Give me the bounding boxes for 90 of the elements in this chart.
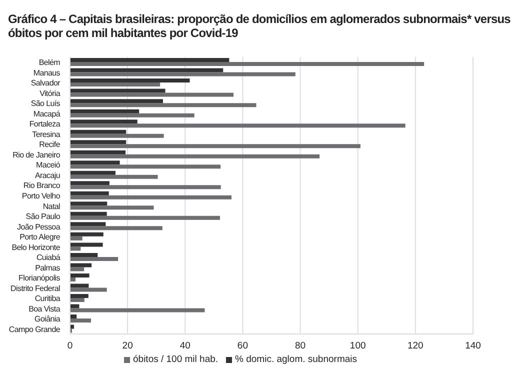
y-tick-label: Manaus (33, 68, 60, 78)
bar (70, 232, 104, 236)
y-tick-label: Salvador (30, 78, 61, 88)
bar (70, 154, 320, 158)
bar (70, 113, 194, 118)
bar (70, 78, 190, 83)
bar (70, 150, 126, 154)
bar (70, 273, 90, 278)
bar (70, 92, 234, 97)
y-tick-label: Belém (38, 58, 61, 68)
bar (70, 72, 296, 76)
bar (70, 58, 230, 62)
bar (70, 140, 126, 144)
bar (70, 263, 92, 268)
y-tick-label: Curitiba (34, 294, 61, 304)
y-tick-label: Natal (42, 202, 61, 211)
y-tick-label: Aracaju (34, 170, 60, 180)
x-tick-label: 0 (67, 340, 73, 352)
y-tick-label: Rio Branco (23, 181, 61, 190)
bar (70, 164, 221, 169)
y-tick-label: Cuiabá (36, 253, 61, 262)
bar (70, 294, 88, 298)
bar (70, 277, 76, 282)
y-tick-label: Distrito Federal (10, 284, 61, 293)
chart-title: Gráfico 4 – Capitais brasileiras: proporção de domicílios em aglomerados subnormais* versus óbitos por cem mil habitantes por Covid-19 (8, 12, 512, 42)
bar (70, 109, 140, 114)
x-tick-label: 80 (294, 340, 306, 352)
bar (70, 160, 120, 165)
bar (70, 191, 109, 196)
legend-label: óbitos / 100 mil hab. (132, 354, 218, 365)
y-tick-label: São Luís (30, 99, 60, 108)
x-tick-label: 20 (122, 340, 133, 352)
bar (70, 288, 107, 292)
bar (70, 256, 118, 261)
x-tick-label: 100 (350, 340, 366, 352)
y-tick-label: Belo Horizonte (12, 242, 61, 252)
y-tick-label: Boa Vista (28, 304, 61, 314)
y-tick-label: Palmas (35, 263, 60, 272)
bar (70, 252, 98, 257)
bar (70, 124, 406, 128)
y-tick-label: Vitória (40, 88, 61, 98)
bar (70, 99, 163, 104)
bar (70, 68, 224, 72)
bar (70, 267, 84, 272)
bar (70, 236, 82, 240)
y-tick-label: Florianópolis (18, 274, 60, 283)
bar (70, 284, 89, 288)
bar (70, 82, 160, 87)
y-tick-label: Porto Velho (22, 192, 61, 200)
bar (70, 242, 103, 247)
bar (70, 318, 92, 323)
bar (70, 134, 164, 138)
bar (70, 212, 107, 216)
bar (70, 170, 116, 175)
y-tick-label: Recife (39, 140, 61, 150)
x-tick-label: 60 (237, 340, 248, 352)
bar (70, 226, 162, 230)
bar (70, 246, 81, 251)
bar (70, 308, 205, 312)
bar (70, 206, 154, 210)
x-tick-label: 120 (408, 340, 424, 352)
bar (70, 174, 158, 179)
bar (70, 181, 110, 186)
x-tick-label: 140 (465, 340, 481, 352)
bar (70, 144, 360, 148)
bar (70, 195, 232, 200)
y-tick-label: Campo Grande (8, 324, 61, 334)
y-tick-label: João Pessoa (17, 222, 61, 232)
bar (70, 314, 77, 319)
bar (70, 298, 84, 302)
x-tick-label: 40 (180, 340, 190, 352)
y-tick-label: São Paulo (26, 212, 61, 222)
bar (70, 304, 80, 308)
bar (70, 222, 106, 226)
y-tick-label: Porto Alegre (20, 232, 61, 242)
bar (70, 103, 256, 108)
y-tick-label: Teresina (32, 130, 61, 139)
bar (70, 62, 424, 66)
y-tick-label: Macapá (33, 109, 61, 118)
y-tick-label: Fortaleza (29, 120, 61, 129)
legend-label: % domic. aglom. subnormais (234, 354, 357, 365)
bar (70, 88, 166, 93)
bar (70, 216, 220, 220)
bar (70, 202, 108, 206)
bar (70, 185, 221, 190)
y-tick-label: Maceió (36, 160, 61, 170)
y-tick-label: Rio de Janeiro (12, 150, 61, 160)
bar (70, 120, 138, 124)
y-tick-label: Goiânia (34, 314, 61, 324)
bar (70, 130, 126, 134)
